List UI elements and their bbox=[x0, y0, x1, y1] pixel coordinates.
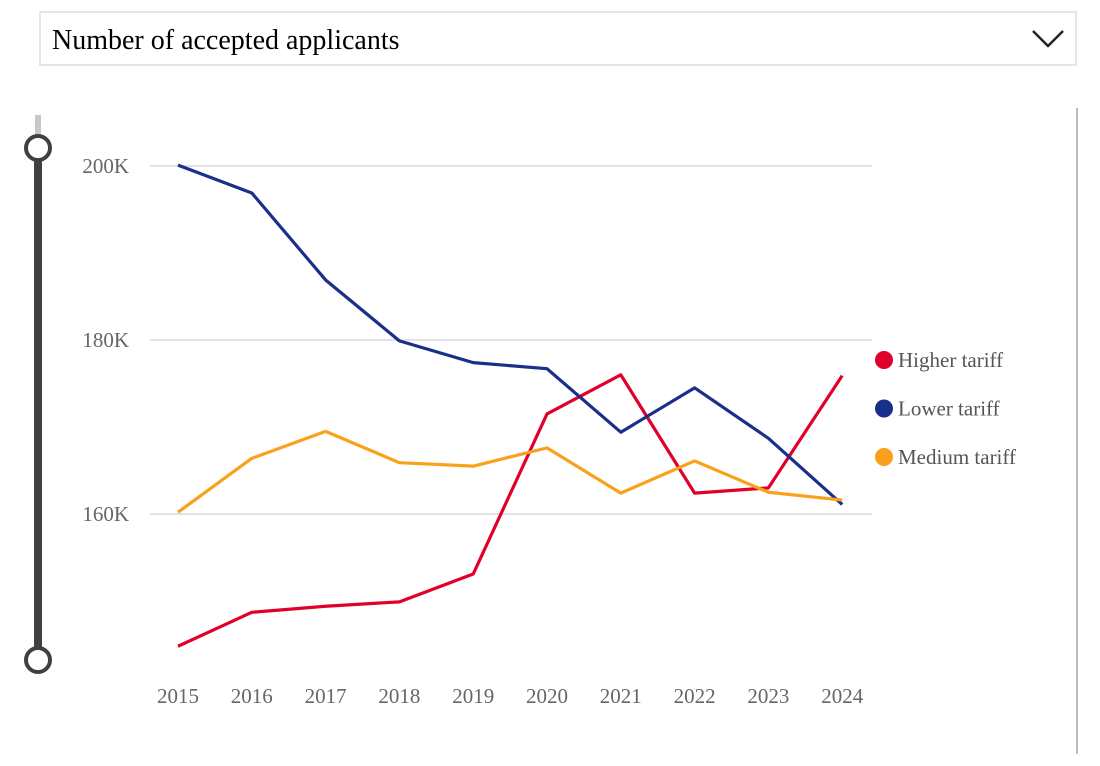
y-tick-label: 180K bbox=[82, 328, 129, 352]
data-point bbox=[544, 445, 550, 451]
data-point bbox=[544, 411, 550, 417]
legend-label: Lower tariff bbox=[898, 397, 1000, 421]
slider-track-active bbox=[34, 148, 42, 660]
data-point bbox=[839, 497, 845, 503]
x-tick-label: 2021 bbox=[600, 684, 642, 708]
dropdown-selected-value: Number of accepted applicants bbox=[52, 25, 400, 56]
slider-handle-bottom[interactable] bbox=[24, 646, 52, 674]
legend-marker bbox=[875, 351, 893, 369]
data-point bbox=[323, 603, 329, 609]
data-point bbox=[396, 460, 402, 466]
metric-dropdown[interactable]: Number of accepted applicants bbox=[39, 11, 1077, 66]
series-line-higher-tariff bbox=[177, 373, 844, 648]
legend-marker bbox=[875, 399, 893, 418]
data-point bbox=[323, 428, 329, 434]
data-point bbox=[470, 463, 476, 469]
data-point bbox=[175, 509, 181, 515]
legend-label: Higher tariff bbox=[898, 348, 1003, 372]
data-point bbox=[249, 190, 255, 196]
data-point bbox=[396, 338, 402, 344]
data-point bbox=[692, 385, 698, 391]
slider-handle-top[interactable] bbox=[24, 134, 52, 162]
x-tick-label: 2023 bbox=[747, 684, 789, 708]
scrollbar[interactable] bbox=[1076, 108, 1078, 754]
data-point bbox=[175, 643, 181, 649]
data-point bbox=[618, 372, 624, 378]
x-tick-label: 2019 bbox=[452, 684, 494, 708]
series-line-medium-tariff bbox=[177, 429, 843, 514]
x-tick-label: 2017 bbox=[305, 684, 347, 708]
slider-track-inactive bbox=[35, 115, 41, 149]
data-point bbox=[249, 609, 255, 615]
x-tick-label: 2020 bbox=[526, 684, 568, 708]
x-tick-label: 2016 bbox=[231, 684, 273, 708]
legend-marker bbox=[875, 448, 893, 466]
y-range-slider[interactable] bbox=[24, 115, 52, 674]
data-point bbox=[323, 277, 329, 283]
data-point bbox=[175, 162, 181, 168]
data-point bbox=[692, 458, 698, 464]
data-point bbox=[765, 435, 771, 441]
data-point bbox=[544, 366, 550, 372]
chevron-down-icon bbox=[1032, 30, 1064, 48]
y-tick-label: 160K bbox=[82, 502, 129, 526]
legend-label: Medium tariff bbox=[898, 445, 1016, 469]
data-point bbox=[249, 455, 255, 461]
data-point bbox=[765, 489, 771, 495]
x-tick-label: 2024 bbox=[821, 684, 864, 708]
x-tick-label: 2022 bbox=[674, 684, 716, 708]
data-point bbox=[692, 490, 698, 496]
series-line-lower-tariff bbox=[177, 163, 844, 506]
data-point bbox=[839, 373, 845, 379]
y-tick-label: 200K bbox=[82, 154, 129, 178]
data-point bbox=[470, 571, 476, 577]
x-tick-label: 2018 bbox=[378, 684, 420, 708]
data-point bbox=[618, 429, 624, 435]
data-point bbox=[396, 599, 402, 605]
x-tick-label: 2015 bbox=[157, 684, 199, 708]
data-point bbox=[470, 360, 476, 366]
data-point bbox=[618, 490, 624, 496]
